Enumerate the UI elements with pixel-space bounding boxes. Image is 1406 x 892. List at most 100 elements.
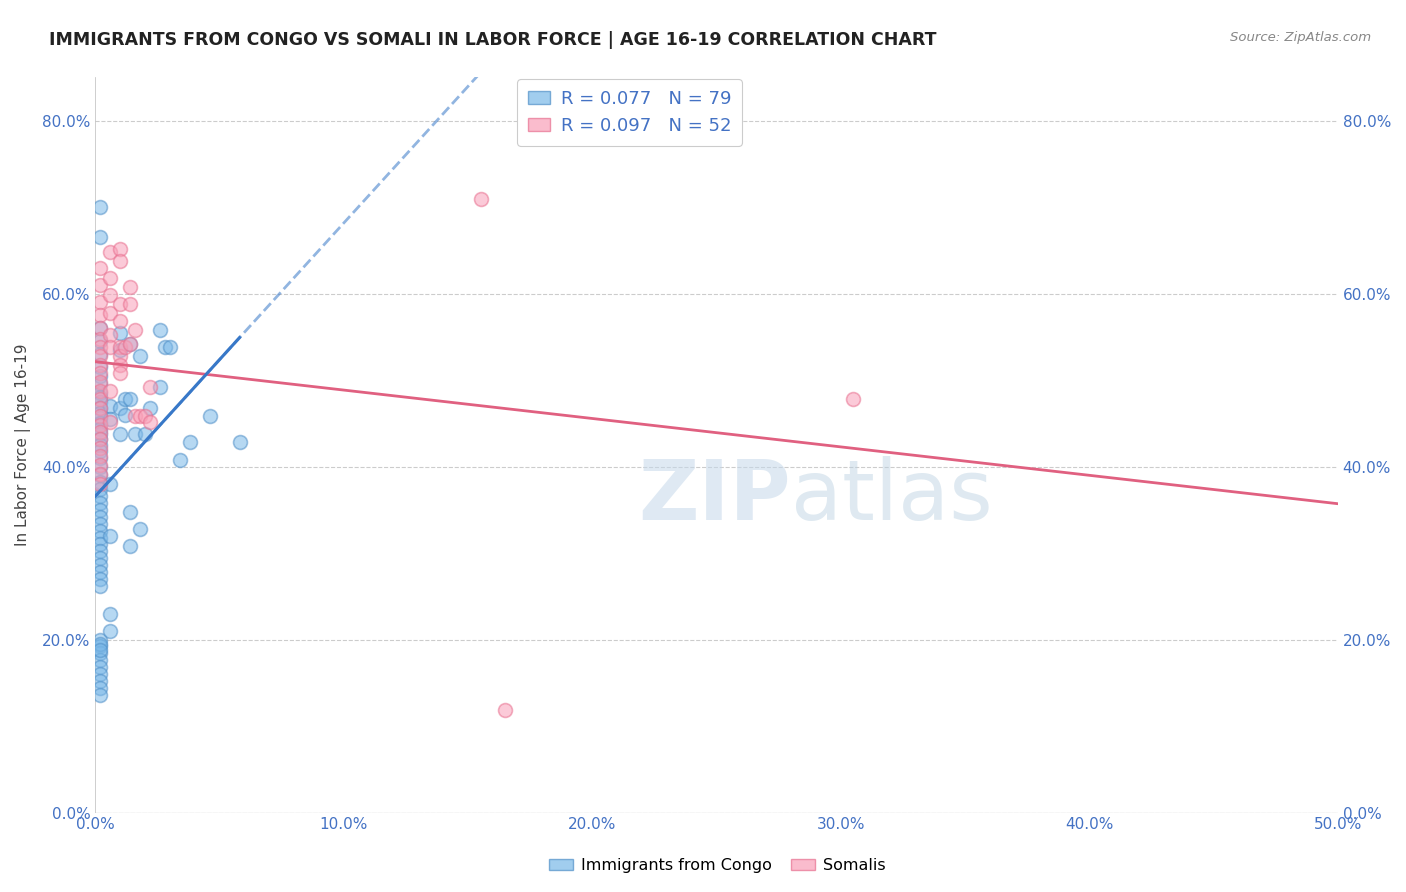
Point [89, 476, 111, 491]
Point [89, 444, 111, 458]
Point [89, 386, 111, 401]
Point [124, 426, 146, 441]
Point [100, 384, 122, 398]
Point [114, 340, 136, 354]
Point [134, 409, 156, 424]
Point [139, 415, 162, 429]
Point [110, 366, 132, 380]
Point [120, 539, 142, 553]
Point [159, 340, 181, 354]
Point [89, 660, 111, 674]
Point [169, 452, 191, 467]
Point [89, 441, 111, 455]
Point [89, 475, 111, 490]
Point [149, 380, 172, 394]
Point [100, 529, 122, 543]
Point [89, 551, 111, 566]
Point [89, 558, 111, 573]
Point [120, 297, 142, 311]
Point [89, 200, 111, 214]
Point [89, 334, 111, 349]
Point [89, 524, 111, 538]
Point [139, 380, 162, 394]
Point [100, 415, 122, 429]
Point [89, 632, 111, 647]
Point [89, 278, 111, 293]
Point [89, 230, 111, 244]
Point [129, 409, 152, 424]
Point [110, 358, 132, 372]
Point [89, 308, 111, 322]
Point [110, 253, 132, 268]
Point [89, 391, 111, 405]
Point [120, 505, 142, 519]
Point [89, 482, 111, 496]
Point [89, 366, 111, 380]
Point [89, 340, 111, 354]
Point [89, 377, 111, 392]
Point [89, 360, 111, 375]
Point [89, 537, 111, 551]
Point [114, 408, 136, 422]
Point [110, 340, 132, 354]
Point [139, 401, 162, 415]
Legend: R = 0.077   N = 79, R = 0.097   N = 52: R = 0.077 N = 79, R = 0.097 N = 52 [517, 79, 742, 145]
Y-axis label: In Labor Force | Age 16-19: In Labor Force | Age 16-19 [15, 343, 31, 546]
Point [470, 192, 492, 206]
Point [134, 426, 156, 441]
Point [89, 640, 111, 654]
Point [89, 674, 111, 689]
Point [89, 375, 111, 389]
Point [100, 476, 122, 491]
Point [89, 503, 111, 517]
Point [114, 392, 136, 406]
Point [100, 288, 122, 302]
Point [198, 409, 221, 424]
Point [89, 467, 111, 481]
Point [89, 681, 111, 695]
Point [149, 323, 172, 337]
Text: atlas: atlas [792, 456, 993, 537]
Point [100, 624, 122, 638]
Point [153, 340, 176, 354]
Point [110, 242, 132, 256]
Point [89, 432, 111, 446]
Point [120, 392, 142, 406]
Point [89, 688, 111, 702]
Point [89, 368, 111, 383]
Point [89, 406, 111, 420]
Point [89, 468, 111, 483]
Point [89, 332, 111, 346]
Point [129, 522, 152, 536]
Point [89, 394, 111, 409]
Point [124, 409, 146, 424]
Point [110, 401, 132, 415]
Point [89, 347, 111, 361]
Point [100, 306, 122, 320]
Point [89, 565, 111, 579]
Point [89, 450, 111, 465]
Point [89, 349, 111, 363]
Point [89, 458, 111, 472]
Point [110, 297, 132, 311]
Point [89, 295, 111, 310]
Point [89, 544, 111, 558]
Point [228, 435, 250, 450]
Point [100, 271, 122, 285]
Point [89, 489, 111, 503]
Point [120, 336, 142, 351]
Point [179, 435, 201, 450]
Point [89, 637, 111, 651]
Point [89, 667, 111, 681]
Point [110, 343, 132, 357]
Point [110, 326, 132, 340]
Text: IMMIGRANTS FROM CONGO VS SOMALI IN LABOR FORCE | AGE 16-19 CORRELATION CHART: IMMIGRANTS FROM CONGO VS SOMALI IN LABOR… [49, 31, 936, 49]
Point [89, 459, 111, 474]
Point [89, 438, 111, 452]
Point [89, 449, 111, 463]
Point [89, 260, 111, 275]
Point [89, 392, 111, 406]
Point [89, 401, 111, 415]
Point [89, 321, 111, 335]
Point [129, 349, 152, 363]
